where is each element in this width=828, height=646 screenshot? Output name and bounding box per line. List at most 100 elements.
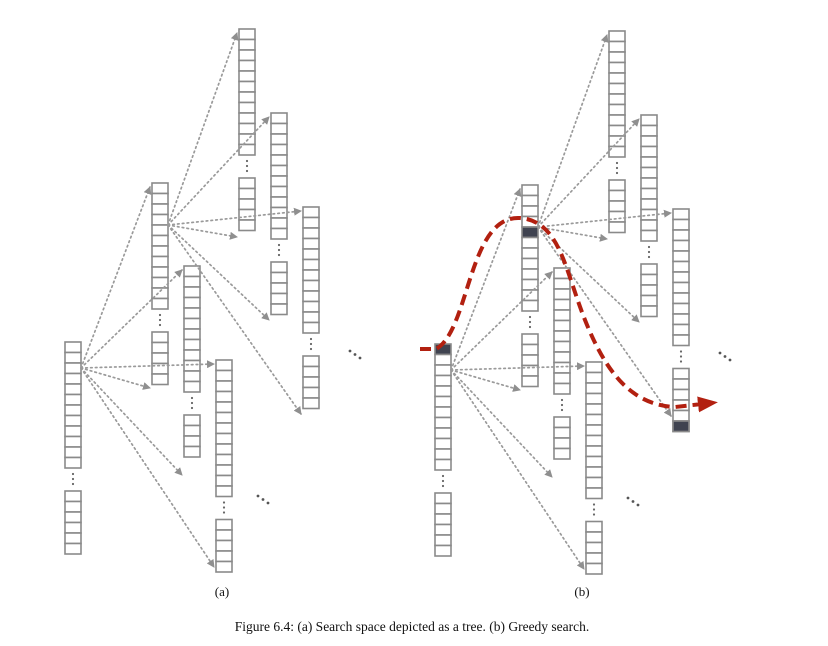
ellipsis-dot <box>309 342 313 346</box>
token-cell <box>302 355 320 368</box>
sequence-column <box>434 343 452 557</box>
token-cell <box>672 260 690 273</box>
token-cell <box>585 392 603 405</box>
token-cell <box>64 532 82 545</box>
token-cell <box>270 196 288 209</box>
token-cell <box>521 343 539 356</box>
dotted-arrow <box>450 369 553 478</box>
token-cell <box>585 487 603 500</box>
token-cell <box>183 435 201 448</box>
token-cell <box>672 302 690 315</box>
token-cell <box>238 112 256 125</box>
token-cell <box>215 369 233 382</box>
token-cell <box>434 427 452 440</box>
token-cell <box>585 413 603 426</box>
token-cell <box>64 490 82 503</box>
token-cell <box>270 122 288 135</box>
dotted-arrow <box>537 118 640 228</box>
token-cell <box>553 426 571 439</box>
token-cell <box>640 219 658 232</box>
ellipsis-dot <box>631 500 635 503</box>
token-cell <box>215 453 233 466</box>
token-cell <box>434 534 452 547</box>
token-cell <box>672 367 690 380</box>
token-cell <box>608 82 626 95</box>
token-cell <box>270 217 288 230</box>
token-cell <box>64 393 82 406</box>
token-cell <box>151 213 169 226</box>
token-cell <box>215 401 233 414</box>
dotted-arrow <box>450 369 585 570</box>
dotted-arrow <box>167 224 270 321</box>
selected-token-cell <box>521 226 539 239</box>
ellipsis-dot <box>261 498 265 501</box>
token-cell <box>238 28 256 41</box>
token-cell <box>672 281 690 294</box>
ellipsis-dot <box>71 472 75 476</box>
token-cell <box>64 351 82 364</box>
token-cell <box>302 386 320 399</box>
token-cell <box>640 305 658 318</box>
ellipsis-dot <box>158 323 162 327</box>
token-cell <box>183 414 201 427</box>
token-cell <box>672 409 690 422</box>
token-cell <box>640 294 658 307</box>
ellipsis-dot <box>358 356 362 360</box>
sequence-column <box>302 206 320 410</box>
token-cell <box>64 414 82 427</box>
token-cell <box>302 376 320 389</box>
ellipsis-dot <box>647 255 651 259</box>
token-cell <box>608 189 626 202</box>
token-cell <box>640 198 658 211</box>
token-cell <box>553 277 571 290</box>
ellipsis-dot <box>679 360 683 363</box>
token-cell <box>640 284 658 297</box>
token-cell <box>215 359 233 372</box>
token-cell <box>64 521 82 534</box>
token-cell <box>585 424 603 437</box>
panel-b-label: (b) <box>574 584 589 599</box>
token-cell <box>183 349 201 362</box>
token-cell <box>215 550 233 563</box>
sequence-column <box>183 265 201 458</box>
token-cell <box>183 445 201 458</box>
dotted-arrow <box>80 360 215 369</box>
token-cell <box>640 166 658 179</box>
token-cell <box>672 250 690 263</box>
token-cell <box>672 229 690 242</box>
token-cell <box>238 198 256 211</box>
token-cell <box>302 206 320 219</box>
token-cell <box>434 544 452 557</box>
token-cell <box>215 422 233 435</box>
token-cell <box>585 434 603 447</box>
token-cell <box>434 437 452 450</box>
dotted-arrow <box>537 209 672 228</box>
ellipsis-dot <box>723 355 727 358</box>
ellipsis-dot <box>245 164 249 168</box>
token-cell <box>151 255 169 268</box>
token-cell <box>302 248 320 261</box>
token-cell <box>238 91 256 104</box>
token-cell <box>64 362 82 375</box>
token-cell <box>215 560 233 573</box>
token-cell <box>215 485 233 498</box>
token-cell <box>64 341 82 354</box>
ellipsis-dot <box>245 159 249 163</box>
token-cell <box>672 388 690 401</box>
token-cell <box>434 364 452 377</box>
token-cell <box>585 466 603 479</box>
dotted-arrow <box>450 188 522 371</box>
token-cell <box>270 112 288 125</box>
ellipsis-dot <box>636 503 640 507</box>
token-cell <box>238 187 256 200</box>
dotted-arrow <box>450 362 585 371</box>
token-cell <box>270 133 288 146</box>
diagonal-ellipsis <box>348 349 362 360</box>
token-cell <box>608 124 626 137</box>
token-cell <box>608 72 626 85</box>
token-cell <box>151 224 169 237</box>
panel-b-greedy-tree <box>420 30 732 575</box>
token-cell <box>215 390 233 403</box>
token-cell <box>238 177 256 190</box>
token-cell <box>553 319 571 332</box>
